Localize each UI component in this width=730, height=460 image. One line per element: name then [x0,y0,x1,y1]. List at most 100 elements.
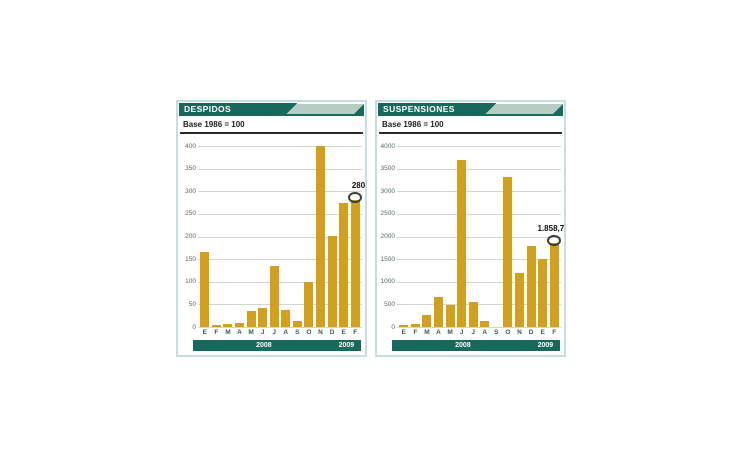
x-tick-label: J [260,329,265,336]
year-band-2009: 2009 [530,340,560,351]
gridline-250 [198,213,362,215]
y-tick-label: 3500 [380,165,395,173]
y-tick-label: 300 [185,187,196,195]
bar-F-13 [549,242,559,327]
chart-panel-despidos: DESPIDOS Base 1986 = 100 0 50 100 150 200 250… [176,100,367,357]
chart-title-suspensiones: SUSPENSIONES [383,104,455,114]
gridline-2500 [397,213,561,215]
y-tick-label: 100 [185,278,196,286]
bar-A-7 [281,309,291,327]
bar-J-5 [258,307,268,327]
bar-J-6 [269,265,279,327]
gridline-3500 [397,168,561,170]
y-tick-label: 350 [185,165,196,173]
header-tab: SUSPENSIONES [378,103,496,116]
y-tick-label: 3000 [380,187,395,195]
x-tick-label: A [283,329,289,336]
y-tick-label: 4000 [380,142,395,150]
x-tick-label: O [505,329,511,336]
bar-O-9 [503,176,513,327]
panel-header-despidos: DESPIDOS [179,103,364,116]
bar-F-1 [410,324,420,327]
year-band-2008: 2008 [193,340,335,351]
x-tick-label: D [528,329,534,336]
gridline-400 [198,146,362,147]
bar-E-12 [538,259,548,327]
bar-J-5 [457,159,467,327]
bar-D-11 [526,246,536,327]
annotation-value: 1.858,7 [537,223,565,233]
x-tick-label: E [401,329,406,336]
bar-S-8 [292,321,302,327]
y-tick-label: 0 [391,323,395,331]
x-tick-label: M [424,329,430,336]
gridline-100 [198,281,362,283]
y-tick-label: 50 [188,300,196,308]
chart-title-despidos: DESPIDOS [184,104,232,114]
y-tick-label: 1500 [380,255,395,263]
bar-M-2 [223,323,233,327]
bar-N-10 [514,272,525,327]
gridline-1500 [397,259,561,261]
header-tab: DESPIDOS [179,103,297,116]
bar-F-1 [211,325,221,327]
gridline-4000 [397,146,561,147]
header-rule [180,132,363,134]
x-tick-label: E [202,329,207,336]
gridline-350 [198,168,362,170]
gridline-3000 [397,191,561,193]
year-band-2008: 2008 [392,340,534,351]
header-rule [379,132,562,134]
panel-header-suspensiones: SUSPENSIONES [378,103,563,116]
chart-area-suspensiones: 0 500 1000 1500 2000 2500 3000 3500 4000 E F M A M J J A… [377,102,564,355]
y-tick-label: 200 [185,233,196,240]
x-tick-label: J [471,329,476,336]
x-tick-label: M [447,329,453,336]
x-tick-label: O [306,329,312,336]
gridline-300 [198,191,362,193]
y-tick-label: 2500 [380,210,395,218]
annotation-circle [348,192,363,204]
x-tick-label: F [552,329,557,336]
y-tick-label: 150 [185,255,196,263]
gridline-150 [198,259,362,261]
bar-A-7 [480,321,490,327]
x-tick-label: M [248,329,254,336]
x-tick-label: E [540,329,545,336]
x-tick-label: A [237,329,242,336]
header-band-fold [354,104,364,114]
gridline-500 [397,304,561,306]
annotation-value: 280 [351,181,366,191]
annotation-circle [547,234,562,246]
x-tick-label: A [436,329,441,336]
y-tick-label: 0 [192,323,196,331]
x-tick-label: J [459,329,464,336]
gridline-50 [198,304,362,306]
x-tick-label: E [341,329,346,336]
bar-M-2 [422,314,432,327]
bar-A-3 [234,322,245,327]
bar-N-10 [315,146,326,327]
bar-A-3 [433,296,444,327]
x-tick-label: F [214,329,219,336]
base-index-label: Base 1986 = 100 [382,120,444,129]
year-band-2009: 2009 [331,340,361,351]
y-tick-label: 400 [185,142,196,150]
gridline-1000 [397,281,561,283]
x-tick-label: F [413,329,418,336]
x-tick-label: N [318,329,323,336]
x-tick-label: S [494,329,499,336]
y-tick-label: 250 [185,210,196,218]
header-band-fold [553,104,563,114]
bar-E-0 [200,252,210,327]
base-index-label: Base 1986 = 100 [183,120,245,129]
chart-panel-suspensiones: SUSPENSIONES Base 1986 = 100 0 500 1000 150… [375,100,566,357]
x-tick-label: D [329,329,335,336]
bar-E-0 [399,325,409,327]
bar-E-12 [339,203,349,327]
y-tick-label: 500 [384,300,395,308]
bar-F-13 [350,200,360,327]
y-tick-label: 1000 [380,278,395,286]
bar-M-4 [445,304,455,327]
